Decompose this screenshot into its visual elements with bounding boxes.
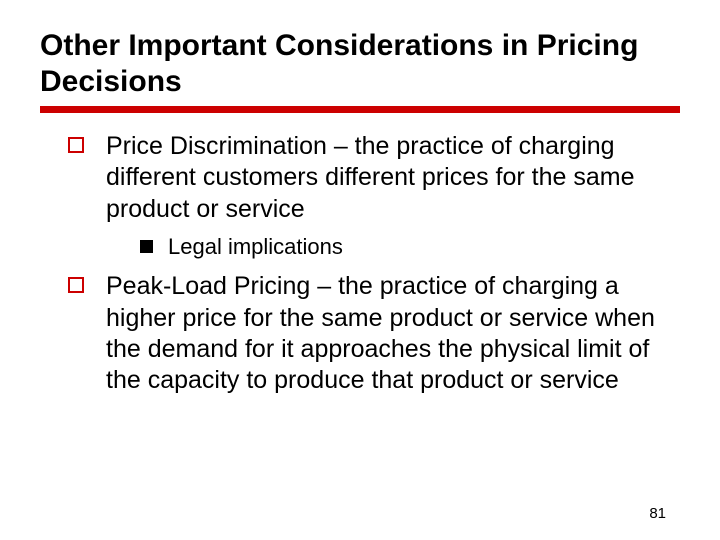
bullet-list: Price Discrimination – the practice of c… [40, 131, 680, 396]
sub-bullet-item: Legal implications [140, 233, 680, 262]
bullet-square-icon [68, 137, 84, 153]
bullet-text: Price Discrimination – the practice of c… [106, 132, 635, 223]
sub-bullet-text: Legal implications [168, 234, 343, 259]
title-underline [40, 106, 680, 113]
slide-title: Other Important Considerations in Pricin… [40, 28, 680, 100]
page-number: 81 [649, 505, 666, 522]
sub-bullet-list: Legal implications [106, 233, 680, 262]
bullet-item: Peak-Load Pricing – the practice of char… [68, 271, 680, 396]
sub-bullet-square-icon [140, 240, 153, 253]
bullet-item: Price Discrimination – the practice of c… [68, 131, 680, 261]
bullet-text: Peak-Load Pricing – the practice of char… [106, 272, 655, 394]
bullet-square-icon [68, 277, 84, 293]
